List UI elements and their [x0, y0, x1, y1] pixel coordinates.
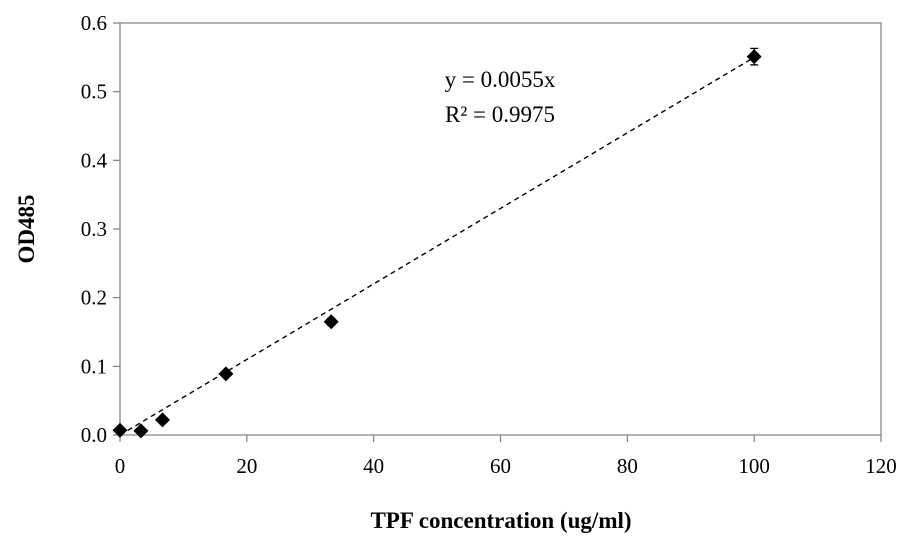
equation-label: y = 0.0055x	[445, 67, 556, 92]
x-axis-title: TPF concentration (ug/ml)	[370, 508, 631, 533]
error-bar-group	[116, 47, 759, 434]
r-squared-label: R² = 0.9975	[445, 102, 555, 127]
trendline	[119, 56, 755, 436]
trendline-group	[119, 56, 755, 436]
y-tick-label: 0.4	[81, 148, 108, 172]
y-axis: 0.0 0.1 0.2 0.3 0.4 0.5 0.6	[81, 11, 120, 447]
y-tick-label: 0.0	[81, 423, 107, 447]
data-point	[112, 422, 128, 438]
x-tick-label: 60	[490, 454, 511, 478]
data-point	[154, 412, 170, 428]
x-tick-label: 100	[738, 454, 770, 478]
y-tick-label: 0.3	[81, 217, 107, 241]
x-tick-label: 80	[617, 454, 638, 478]
y-tick-label: 0.2	[81, 286, 107, 310]
y-tick-label: 0.6	[81, 11, 107, 35]
x-tick-label: 40	[363, 454, 384, 478]
x-tick-label: 120	[865, 454, 897, 478]
x-tick-label: 0	[115, 454, 126, 478]
y-axis-title: OD485	[14, 195, 39, 264]
data-point	[746, 49, 762, 65]
y-tick-label: 0.1	[81, 354, 107, 378]
x-axis: 0 20 40 60 80 100 120	[115, 435, 897, 478]
data-point	[218, 366, 234, 382]
data-point-group	[112, 49, 762, 439]
y-tick-label: 0.5	[81, 80, 107, 104]
data-point	[323, 314, 339, 330]
x-tick-label: 20	[236, 454, 257, 478]
data-point	[133, 423, 149, 439]
